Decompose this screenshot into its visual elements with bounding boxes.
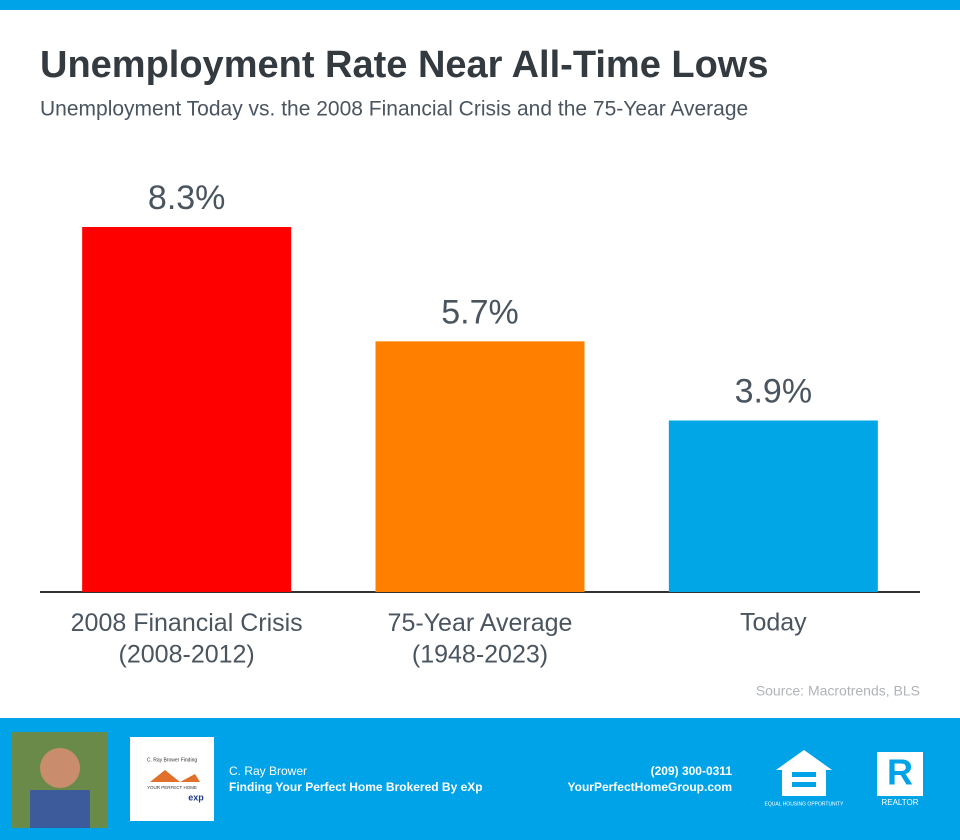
- logo-text: C. Ray Brower Finding: [147, 757, 198, 763]
- phone: (209) 300-0311: [651, 764, 733, 778]
- photo-face: [40, 748, 80, 788]
- bar: [375, 341, 585, 592]
- logo-subtext: YOUR PERFECT HOME: [147, 785, 197, 790]
- equal-housing-text: EQUAL HOUSING OPPORTUNITY: [765, 801, 845, 807]
- realtor-icon: [877, 752, 923, 796]
- value-label: 8.3%: [148, 179, 226, 217]
- equal-housing-bar: [792, 782, 816, 787]
- source: Source: Macrotrends, BLS: [756, 683, 920, 699]
- photo-shirt: [30, 790, 90, 828]
- chart-title: Unemployment Rate Near All-Time Lows: [40, 44, 769, 86]
- category-label: 2008 Financial Crisis (2008-2012): [71, 609, 303, 668]
- agent-tagline: Finding Your Perfect Home Brokered By eX…: [229, 780, 483, 794]
- realtor-r: R: [887, 752, 913, 793]
- logo-roof: [150, 770, 200, 782]
- category-label: Today: [740, 609, 807, 637]
- value-label: 3.9%: [735, 372, 813, 410]
- equal-housing-bar: [792, 772, 816, 777]
- agent-name: C. Ray Brower: [229, 764, 307, 778]
- realtor-text: REALTOR: [881, 798, 918, 807]
- bar: [668, 420, 878, 592]
- top-band: [0, 0, 960, 10]
- website: YourPerfectHomeGroup.com: [568, 780, 732, 794]
- category-label: 75-Year Average (1948-2023): [388, 609, 573, 668]
- chart-subtitle: Unemployment Today vs. the 2008 Financia…: [40, 98, 748, 121]
- footer: C. Ray Brower Finding YOUR PERFECT HOME …: [0, 718, 960, 840]
- bar: [82, 227, 292, 592]
- value-label: 5.7%: [441, 293, 519, 331]
- logo-brand: exp: [188, 792, 204, 802]
